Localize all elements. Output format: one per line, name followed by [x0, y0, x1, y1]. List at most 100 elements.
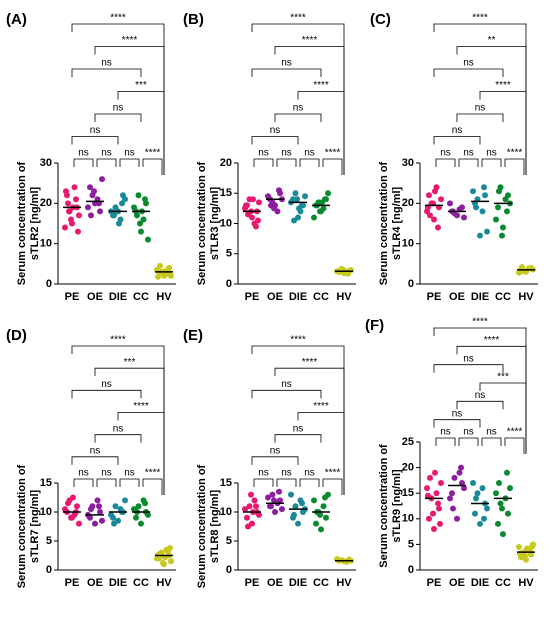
significance-bracket [71, 136, 119, 145]
significance-label: ns [475, 390, 486, 401]
data-point [76, 212, 82, 219]
data-point [499, 505, 505, 512]
data-point [473, 495, 479, 502]
significance-bracket [142, 158, 163, 175]
y-axis-label: Serum concentration of [16, 161, 28, 285]
data-point [319, 199, 325, 206]
significance-label: ns [113, 103, 124, 114]
significance-bracket [435, 437, 456, 446]
panel: (F) Serum concentration of sTLR9 [ng/ml] 0 5… [365, 317, 538, 589]
data-point [296, 205, 302, 212]
data-point [291, 217, 297, 224]
significance-label: ns [101, 468, 112, 479]
panel: (C) Serum concentration of sTLR4 [ng/ml] 0 1… [370, 11, 538, 303]
data-point [256, 199, 262, 206]
data-point [62, 506, 68, 513]
data-point [137, 220, 143, 227]
significance-bracket [481, 437, 502, 446]
data-point [157, 262, 163, 269]
significance-label: *** [124, 357, 136, 368]
significance-bracket [71, 68, 142, 77]
x-tick-label: CC [495, 291, 511, 303]
y-tick-label: 20 [220, 157, 232, 169]
significance-label: **** [507, 148, 523, 159]
data-point [519, 264, 525, 271]
data-point [433, 490, 440, 497]
y-tick-label: 0 [226, 564, 232, 576]
data-point [477, 232, 483, 239]
significance-bracket [119, 158, 140, 167]
significance-bracket [456, 400, 504, 410]
y-axis-label: Serum concentration of [378, 444, 390, 568]
significance-bracket [142, 478, 163, 495]
significance-bracket [96, 158, 117, 167]
significance-label: **** [472, 13, 488, 24]
panel-label: (A) [6, 11, 27, 28]
data-point [458, 464, 464, 471]
significance-bracket [504, 158, 525, 175]
significance-label: ns [270, 125, 281, 136]
data-point [451, 474, 458, 481]
data-point [432, 469, 438, 476]
data-point [505, 510, 511, 517]
data-point [268, 503, 274, 510]
y-axis-label: sTLR2 [ng/ml] [29, 187, 41, 261]
data-point [479, 208, 486, 215]
significance-label: ns [486, 427, 497, 438]
data-point [529, 543, 535, 550]
significance-label: **** [313, 401, 329, 412]
x-tick-label: PE [65, 577, 80, 589]
significance-label: ns [440, 148, 451, 159]
significance-label: ns [440, 427, 451, 438]
x-tick-label: DIE [471, 291, 489, 303]
data-point [461, 485, 467, 492]
data-point [87, 184, 93, 191]
y-tick-label: 0 [226, 278, 232, 290]
data-point [524, 545, 530, 552]
data-point [265, 193, 271, 200]
significance-label: **** [313, 80, 329, 91]
significance-label: **** [507, 427, 523, 438]
data-point [162, 268, 168, 275]
data-point [427, 212, 433, 219]
data-point [477, 520, 483, 527]
significance-label: **** [145, 468, 161, 479]
significance-label: ns [78, 468, 89, 479]
significance-label: ns [304, 148, 315, 159]
data-point [269, 491, 276, 498]
y-tick-label: 15 [220, 187, 232, 199]
data-point [482, 192, 488, 199]
significance-label: ns [281, 468, 292, 479]
significance-label: ns [293, 103, 304, 114]
significance-bracket [322, 478, 343, 495]
significance-bracket [433, 419, 481, 428]
x-tick-label: HV [156, 577, 172, 589]
x-tick-label: OE [267, 291, 283, 303]
data-point [461, 214, 467, 221]
data-point [97, 509, 103, 515]
panel-label: (C) [370, 11, 391, 28]
data-point [65, 200, 71, 207]
data-point [516, 543, 522, 550]
data-point [250, 196, 256, 203]
significance-bracket [276, 158, 297, 167]
significance-bracket [71, 456, 119, 465]
data-point [436, 505, 442, 512]
data-point [68, 216, 74, 223]
data-point [497, 500, 504, 507]
x-tick-label: PE [245, 291, 260, 303]
x-tick-label: DIE [289, 577, 307, 589]
data-point [426, 515, 432, 522]
y-axis-label: Serum concentration of [378, 161, 390, 285]
x-tick-label: PE [427, 291, 442, 303]
y-axis-label: sTLR9 [ng/ml] [391, 469, 403, 543]
y-tick-label: 25 [402, 436, 414, 448]
data-point [435, 224, 441, 231]
y-tick-label: 20 [402, 197, 414, 209]
data-point [449, 490, 455, 497]
data-point [499, 232, 505, 239]
significance-bracket [297, 412, 345, 495]
significance-bracket [253, 158, 274, 167]
significance-bracket [458, 437, 479, 446]
data-point [504, 208, 510, 215]
